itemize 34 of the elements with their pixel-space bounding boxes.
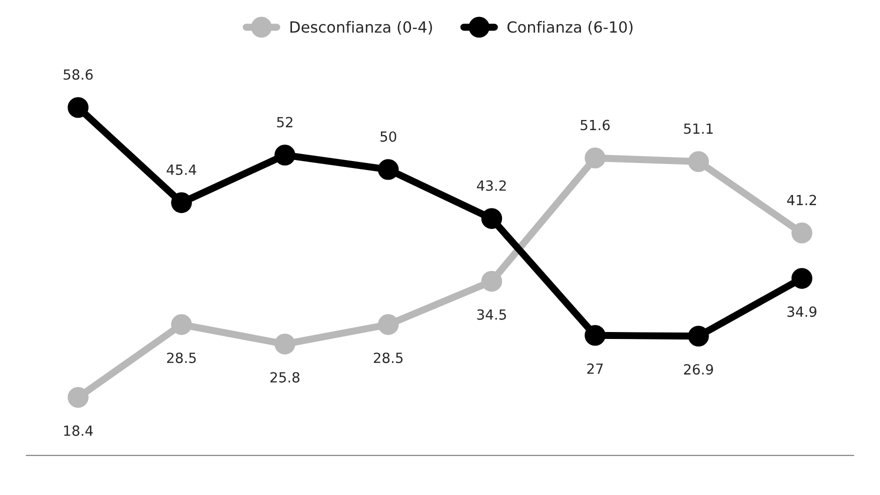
point: [274, 144, 296, 166]
data-label: 52: [277, 116, 292, 128]
data-label: 28.5: [167, 352, 196, 364]
data-label: 51.6: [580, 120, 610, 130]
data-label: 26.9: [684, 364, 713, 375]
data-label: 34.5: [477, 309, 506, 320]
point: [688, 151, 709, 172]
data-label: 43.2: [476, 180, 506, 191]
data-label: 34.9: [787, 306, 816, 317]
data-label: 45.4: [166, 164, 196, 175]
data-label: 28.5: [374, 352, 403, 364]
data-label: 41.2: [787, 194, 816, 206]
point: [481, 270, 502, 292]
data-label: 51.1: [684, 124, 713, 134]
point: [68, 97, 89, 118]
point: [378, 314, 399, 335]
legend-label: Desconfianza (0-4): [290, 20, 432, 35]
point: [378, 159, 399, 180]
data-label: 58.6: [64, 69, 93, 80]
point: [171, 192, 192, 214]
point: [584, 148, 606, 168]
data-label: 50: [380, 131, 396, 142]
point: [688, 326, 709, 347]
point: [68, 386, 89, 408]
data-label: 27: [587, 363, 603, 374]
point: [274, 334, 296, 354]
point: [791, 222, 812, 244]
point: [481, 208, 502, 229]
point: [791, 268, 812, 289]
point: [584, 324, 606, 346]
point: [171, 314, 192, 335]
data-label: 18.4: [64, 425, 93, 436]
legend-label: Confianza (6-10): [507, 20, 633, 35]
data-label: 25.8: [270, 372, 300, 383]
